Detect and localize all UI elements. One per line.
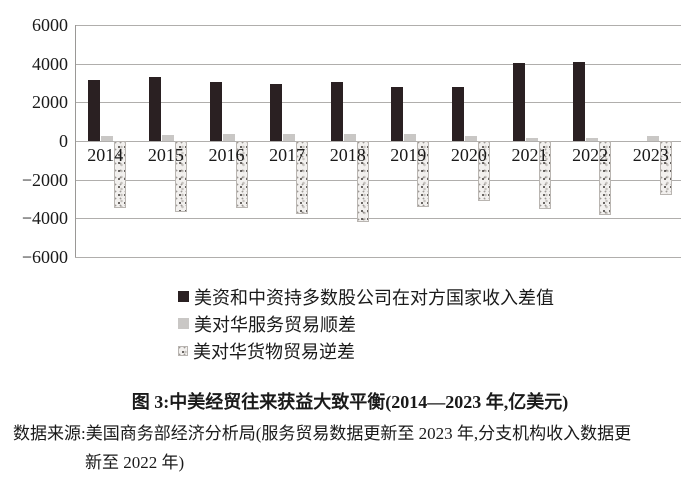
legend-item-goods-deficit: 美对华货物贸易逆差 bbox=[178, 337, 554, 364]
bar-goods-deficit-2016 bbox=[235, 141, 248, 209]
bar-services-surplus-2023 bbox=[646, 135, 659, 141]
gridline--2000 bbox=[75, 180, 681, 181]
x-axis-label-2016: 2016 bbox=[208, 145, 245, 165]
bar-income-gap-2019 bbox=[391, 87, 404, 141]
bar-services-surplus-2015 bbox=[161, 135, 174, 141]
bar-income-gap-2015 bbox=[148, 77, 161, 141]
x-axis-label-2023: 2023 bbox=[632, 145, 669, 165]
y-axis-tick--4000: −4000 bbox=[21, 208, 68, 228]
x-axis-label-2020: 2020 bbox=[450, 145, 487, 165]
bar-services-surplus-2022 bbox=[586, 138, 599, 141]
data-source-line-2: 新至 2022 年) bbox=[85, 453, 185, 472]
bar-income-gap-2014 bbox=[88, 80, 101, 141]
x-axis-label-2017: 2017 bbox=[269, 145, 306, 165]
legend-item-services-surplus: 美对华服务贸易顺差 bbox=[178, 310, 554, 337]
bar-services-surplus-2016 bbox=[222, 134, 235, 141]
bar-income-gap-2020 bbox=[451, 87, 464, 141]
chart-legend: 美资和中资持多数股公司在对方国家收入差值 美对华服务贸易顺差 美对华货物贸易逆差 bbox=[178, 283, 554, 364]
x-axis-label-2018: 2018 bbox=[329, 145, 366, 165]
y-axis-tick-0: 0 bbox=[59, 131, 68, 151]
bar-goods-deficit-2020 bbox=[477, 141, 490, 201]
bar-chart-plot-area: 6000 4000 2000 0 −2000 −4000 −6000 2014 2015 2016… bbox=[21, 15, 681, 267]
x-axis-label-2022: 2022 bbox=[572, 145, 609, 165]
gridline--4000 bbox=[75, 218, 681, 219]
bar-income-gap-2022 bbox=[573, 62, 586, 141]
legend-marker-black-square-icon bbox=[178, 291, 189, 302]
bar-services-surplus-2017 bbox=[283, 133, 296, 141]
bar-goods-deficit-2014 bbox=[114, 141, 127, 208]
legend-item-income-gap: 美资和中资持多数股公司在对方国家收入差值 bbox=[178, 283, 554, 310]
bar-goods-deficit-2023 bbox=[659, 141, 672, 195]
bar-goods-deficit-2022 bbox=[599, 141, 612, 215]
figure-caption-title: 图 3:中美经贸往来获益大致平衡(2014—2023 年,亿美元) bbox=[131, 392, 569, 412]
bar-goods-deficit-2015 bbox=[174, 141, 187, 212]
bar-income-gap-2016 bbox=[209, 82, 222, 141]
x-axis-label-2019: 2019 bbox=[390, 145, 427, 165]
gridline-4000 bbox=[75, 64, 681, 65]
bar-services-surplus-2018 bbox=[343, 133, 356, 141]
y-axis-tick-4000: 4000 bbox=[32, 54, 68, 74]
gridline-2000 bbox=[75, 102, 681, 103]
bar-goods-deficit-2018 bbox=[356, 141, 369, 222]
bar-income-gap-2017 bbox=[270, 83, 283, 141]
y-axis-tick--2000: −2000 bbox=[21, 170, 68, 190]
bar-services-surplus-2019 bbox=[404, 134, 417, 141]
bar-goods-deficit-2019 bbox=[417, 141, 430, 208]
bar-services-surplus-2020 bbox=[464, 136, 477, 141]
data-source-line-1: 数据来源:美国商务部经济分析局(服务贸易数据更新至 2023 年,分支机构收入数… bbox=[13, 424, 632, 443]
legend-label-goods-deficit: 美对华货物贸易逆差 bbox=[193, 341, 355, 362]
legend-marker-speckled-square-icon bbox=[178, 345, 188, 356]
bar-services-surplus-2021 bbox=[525, 137, 538, 141]
x-axis-label-2014: 2014 bbox=[87, 145, 124, 165]
legend-marker-gray-square-icon bbox=[178, 318, 189, 329]
x-axis-label-2015: 2015 bbox=[147, 145, 184, 165]
y-axis-line bbox=[75, 25, 76, 257]
legend-label-income-gap: 美资和中资持多数股公司在对方国家收入差值 bbox=[194, 287, 554, 308]
x-axis-label-2021: 2021 bbox=[511, 145, 548, 165]
y-axis-tick-2000: 2000 bbox=[32, 92, 68, 112]
y-axis-tick--6000: −6000 bbox=[21, 247, 68, 267]
gridline--6000 bbox=[75, 257, 681, 258]
bar-income-gap-2018 bbox=[330, 81, 343, 141]
bar-goods-deficit-2017 bbox=[296, 141, 309, 214]
bar-income-gap-2021 bbox=[512, 63, 525, 141]
bar-goods-deficit-2021 bbox=[538, 141, 551, 210]
y-axis-tick-6000: 6000 bbox=[32, 15, 68, 35]
legend-label-services-surplus: 美对华服务贸易顺差 bbox=[194, 314, 356, 335]
gridline-6000 bbox=[75, 25, 681, 26]
bar-services-surplus-2014 bbox=[101, 136, 114, 141]
gridline-0 bbox=[75, 141, 681, 142]
